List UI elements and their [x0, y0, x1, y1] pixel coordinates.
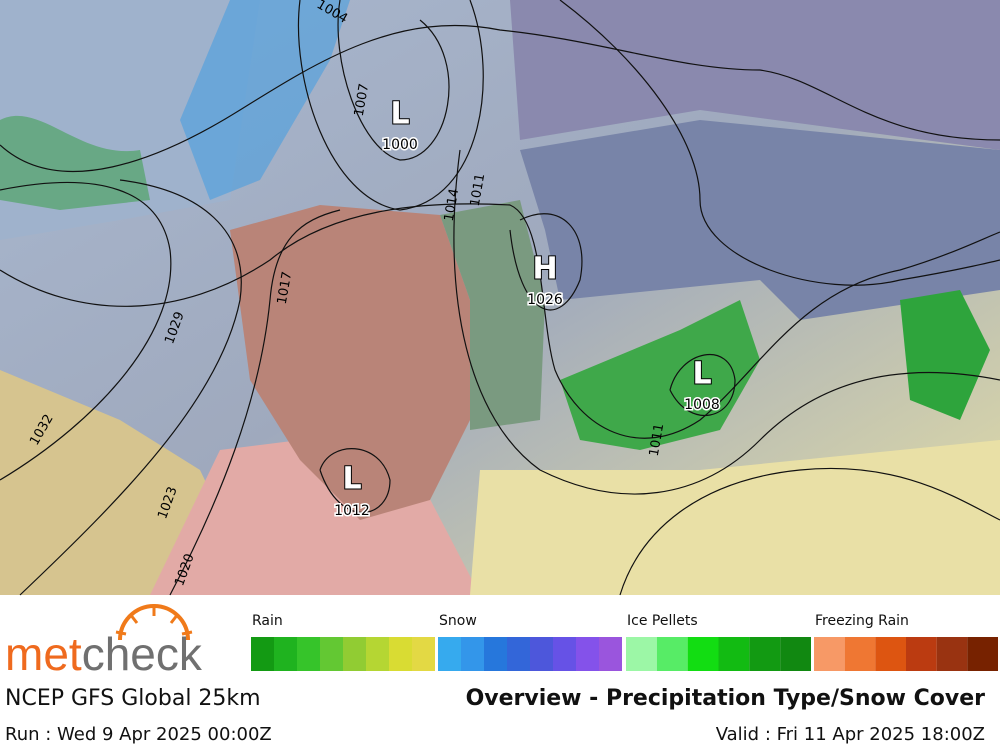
legend-swatch — [320, 637, 343, 671]
pressure-value: 1000 — [382, 137, 418, 153]
legend-swatch — [366, 637, 389, 671]
atlantic-rain — [900, 290, 990, 420]
isobar — [619, 467, 1000, 596]
pressure-value: 1012 — [334, 503, 370, 519]
legend-swatch — [936, 637, 968, 671]
isobar — [297, 0, 484, 211]
legend-swatch — [484, 637, 507, 671]
isobar — [19, 179, 242, 596]
legend-label: Freezing Rain — [815, 613, 909, 629]
isobar — [559, 0, 1000, 286]
legend-swatch — [274, 637, 297, 671]
isobar-label: 1017 — [275, 270, 296, 305]
pressure-value: 1008 — [684, 397, 720, 413]
legend: Rain Snow Ice Pellets Freezing Rain — [251, 613, 998, 671]
chart-title: Overview - Precipitation Type/Snow Cover — [466, 686, 986, 711]
isobar — [169, 209, 341, 596]
southwest-warm — [230, 205, 470, 520]
legend-swatch — [814, 637, 845, 671]
logo-check: check — [82, 628, 203, 680]
plains — [440, 200, 545, 430]
east-rain — [560, 300, 760, 450]
legend-swatch — [438, 637, 461, 671]
legend-label: Rain — [252, 613, 283, 629]
logo: metcheck — [5, 604, 203, 680]
thickness-line — [0, 24, 1000, 173]
pacific-rain — [0, 115, 150, 210]
isobar — [509, 213, 583, 311]
legend-swatch — [553, 637, 576, 671]
legend-swatch — [530, 637, 553, 671]
legend-swatch — [461, 637, 484, 671]
logo-text: metcheck — [5, 628, 203, 680]
legend-swatch — [967, 637, 998, 671]
run-time: Run : Wed 9 Apr 2025 00:00Z — [5, 724, 272, 745]
legend-swatch — [687, 637, 719, 671]
isobar — [669, 353, 736, 417]
east-cold — [520, 120, 1000, 320]
legend-swatch — [844, 637, 876, 671]
isobar-label: 1007 — [352, 82, 373, 117]
legend-swatch — [343, 637, 366, 671]
canada-north — [510, 0, 1000, 150]
freezing-line — [0, 203, 1000, 439]
legend-swatch — [412, 637, 435, 671]
legend-label: Ice Pellets — [627, 613, 698, 629]
legend-swatch — [780, 637, 811, 671]
valid-time: Valid : Fri 11 Apr 2025 18:00Z — [716, 724, 985, 745]
isobar — [0, 181, 172, 481]
isobar-label: 1011 — [647, 422, 668, 457]
legend-swatch — [297, 637, 320, 671]
legend-swatch — [576, 637, 599, 671]
pressure-center: L — [390, 97, 409, 132]
isobar — [453, 149, 1000, 495]
legend-swatch — [656, 637, 688, 671]
isobar — [319, 448, 391, 513]
pressure-value: 1026 — [527, 292, 563, 308]
legend-swatch — [906, 637, 937, 671]
isobar-label: 1014 — [442, 187, 463, 222]
model-name: NCEP GFS Global 25km — [5, 686, 261, 711]
pressure-center: L — [342, 462, 361, 497]
legend-swatch — [626, 637, 657, 671]
legend-swatch — [749, 637, 781, 671]
logo-met: met — [5, 628, 82, 680]
legend-swatch — [507, 637, 530, 671]
legend-swatch — [599, 637, 622, 671]
pressure-center: L — [692, 357, 711, 392]
legend-swatch — [389, 637, 412, 671]
logo-rays — [115, 604, 193, 636]
bc-snow — [180, 0, 350, 200]
legend-swatch — [875, 637, 906, 671]
gulf-warm — [470, 440, 1000, 595]
isobar-label: 1011 — [468, 172, 489, 207]
legend-swatch — [251, 637, 274, 671]
legend-label: Snow — [439, 613, 477, 629]
legend-swatch — [718, 637, 750, 671]
isobar — [337, 0, 450, 161]
pressure-center: H — [532, 252, 557, 287]
